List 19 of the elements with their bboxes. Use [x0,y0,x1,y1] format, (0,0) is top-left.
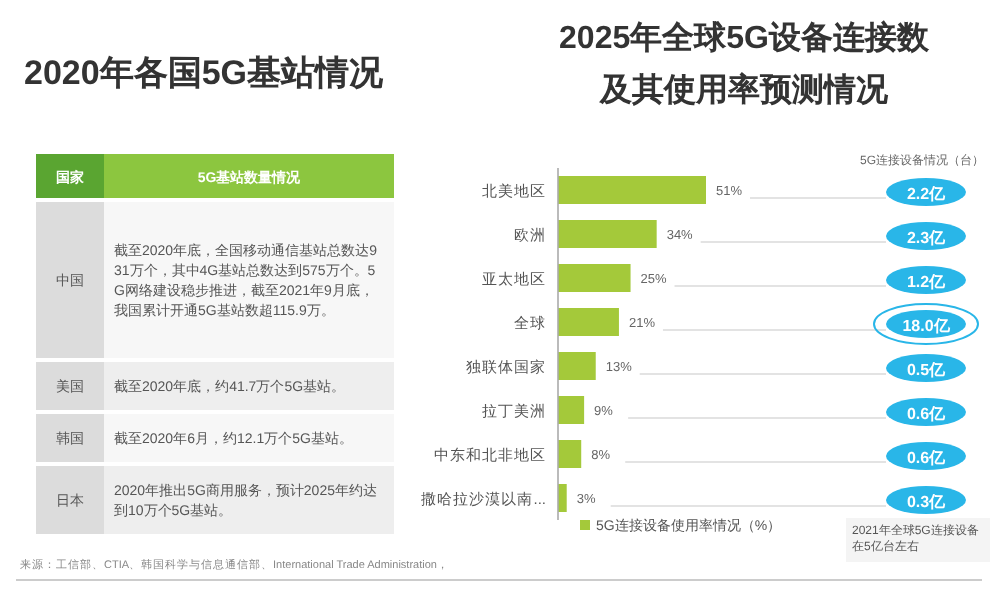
bar [558,220,657,248]
bar [558,484,567,512]
bar [558,440,582,468]
text: 0.6亿 [906,405,948,423]
text: 0.3亿 [906,493,948,511]
text: 2020年各国5G基站情况 [24,54,385,92]
bar [558,264,631,292]
bar [558,396,585,424]
text: 0.6亿 [906,449,948,467]
bar [558,352,596,380]
chart-subtitle: 及其使用率预测情况 [598,70,890,108]
text: 2.3亿 [906,229,948,247]
text: 0.5亿 [906,361,948,379]
text: 1.2亿 [906,273,948,291]
text: 18.0亿 [902,317,952,335]
text: 2.2亿 [906,185,948,203]
chart-title: 2025年全球5G设备连接数 [559,20,931,56]
bar [558,308,619,336]
bar [558,176,706,204]
